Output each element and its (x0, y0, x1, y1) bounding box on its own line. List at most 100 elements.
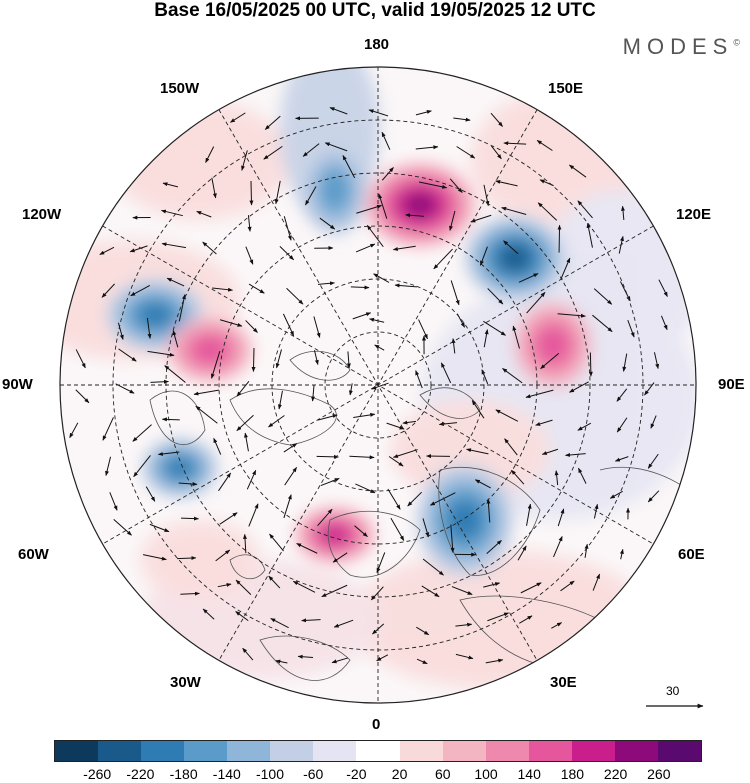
wind-arrow (284, 466, 297, 486)
wind-arrow (368, 109, 389, 117)
wind-arrow (456, 146, 476, 159)
anomaly-negative-contour (448, 500, 482, 540)
wind-arrow (557, 313, 586, 318)
wind-arrow (218, 472, 232, 492)
wind-arrow (421, 585, 440, 598)
wind-arrow (504, 438, 518, 456)
lon-label-150w: 150W (160, 80, 200, 97)
wind-arrow (355, 483, 376, 494)
lon-label-30w: 30W (170, 674, 201, 691)
wind-arrow (371, 382, 389, 390)
wind-arrow (541, 448, 559, 455)
colorbar-tick-label: -100 (255, 766, 285, 782)
colorbar-tick-label: 60 (435, 766, 451, 782)
wind-arrow (369, 317, 385, 323)
lon-label-90w: 90W (2, 376, 33, 393)
wind-arrow (181, 516, 199, 521)
wind-arrow (109, 492, 118, 511)
wind-arrow (627, 319, 635, 338)
wind-arrow (483, 320, 506, 336)
wind-arrow (486, 498, 491, 523)
wind-arrow (526, 291, 546, 314)
wind-arrow (283, 443, 298, 453)
colorbar-tick-label: 20 (391, 766, 408, 782)
wind-arrow (147, 350, 175, 357)
wind-arrow (75, 349, 86, 369)
wind-arrow (297, 654, 314, 659)
wind-arrow (392, 245, 416, 251)
wind-arrow (616, 388, 628, 402)
map-boundary (59, 66, 697, 704)
wind-arrow (525, 389, 554, 399)
wind-arrow (251, 348, 256, 372)
colorbar-swatch (571, 741, 615, 761)
colorbar-tick-label: 220 (603, 766, 628, 782)
wind-arrow (577, 422, 592, 431)
wind-arrow (402, 420, 417, 425)
wind-arrow (451, 338, 456, 354)
wind-arrow (569, 381, 589, 393)
wind-arrow (130, 285, 151, 297)
wind-arrow (177, 556, 197, 561)
wind-arrow (376, 654, 389, 662)
wind-arrow (557, 508, 565, 527)
anomaly-negative-contour (320, 170, 350, 210)
lon-label-150e: 150E (548, 80, 584, 97)
wind-arrow (471, 400, 485, 419)
wind-arrow (313, 316, 321, 339)
wind-arrow (565, 452, 586, 457)
wind-arrow (320, 478, 340, 487)
wind-arrow (269, 533, 284, 552)
colorbar-tick-label: 260 (647, 766, 671, 782)
wind-arrow (490, 112, 503, 127)
wind-arrow (381, 167, 394, 181)
wind-arrow (501, 206, 527, 215)
wind-arrow (302, 143, 320, 157)
wind-arrow (213, 437, 222, 455)
wind-arrow (422, 518, 430, 538)
wind-arrow (483, 329, 489, 348)
wind-arrow (405, 213, 425, 218)
wind-arrow (331, 657, 349, 664)
wind-arrow (491, 145, 502, 160)
wind-arrow (453, 117, 471, 122)
wind-arrow (161, 417, 180, 422)
lon-label-60e: 60E (678, 546, 705, 563)
wind-arrow (593, 288, 613, 305)
wind-arrow (644, 382, 655, 396)
wind-arrow (178, 482, 198, 487)
wind-arrow (118, 348, 137, 362)
map-title: Base 16/05/2025 00 UTC, valid 19/05/2025… (154, 0, 596, 21)
wind-arrow (317, 281, 336, 286)
wind-arrow (584, 543, 589, 558)
wind-arrow (274, 180, 281, 205)
wind-arrow (429, 492, 456, 506)
wind-arrow (422, 558, 444, 576)
wind-arrow (162, 182, 179, 188)
wind-arrow (145, 486, 156, 502)
wind-arrow (374, 344, 385, 351)
wind-arrow (518, 273, 539, 283)
wind-arrow (292, 580, 316, 593)
wind-arrow (283, 216, 292, 241)
wind-arrow (324, 142, 348, 152)
wind-arrow (433, 248, 453, 270)
colorbar-tick-label: 140 (517, 766, 541, 782)
colorbar-swatch (141, 741, 185, 761)
wind-arrow (283, 494, 292, 519)
wind-arrow (317, 508, 333, 526)
wind-arrow (449, 210, 456, 231)
anomaly-positive-contour (536, 326, 570, 364)
wind-arrow (517, 545, 527, 561)
wind-arrow (370, 586, 384, 601)
wind-arrow (215, 549, 231, 562)
wind-arrow (450, 280, 460, 306)
wind-arrow (438, 422, 458, 426)
reference-vector-label: 30 (666, 684, 680, 698)
wind-arrow (495, 409, 519, 422)
colorbar-swatch (528, 741, 572, 761)
wind-arrow (455, 653, 474, 660)
colorbar-tick-label: -180 (169, 766, 198, 782)
anomaly-positive-contour (404, 193, 436, 217)
wind-arrow (356, 204, 382, 214)
